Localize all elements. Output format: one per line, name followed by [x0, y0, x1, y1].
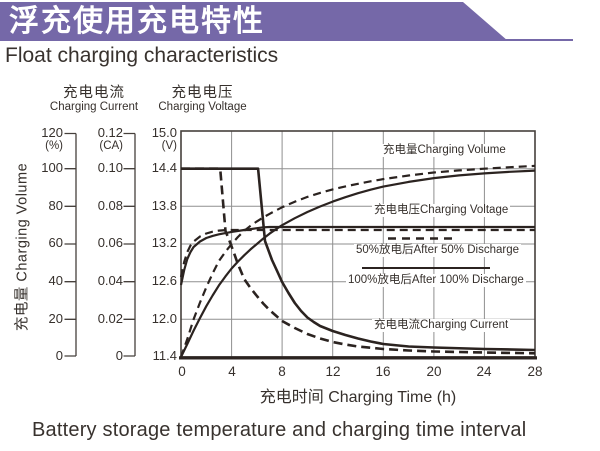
- banner-accent-line: [505, 38, 573, 41]
- page-title-zh: 浮充使用充电特性: [9, 5, 265, 38]
- volume-tick: 80: [48, 198, 63, 213]
- volume-50pct-curve: [179, 164, 536, 358]
- current-100pct-curve: [181, 167, 536, 352]
- x-tick: 0: [178, 364, 186, 379]
- bottom-caption: Battery storage temperature and charging…: [32, 419, 527, 441]
- x-tick: 20: [426, 364, 442, 379]
- volume-tick: 60: [48, 235, 63, 250]
- x-tick: 16: [375, 364, 391, 379]
- current-tick: 0.02: [97, 311, 123, 326]
- current-tick: 0.10: [97, 160, 123, 175]
- current-tick: 0.06: [97, 235, 123, 250]
- voltage-axis-title-en: Charging Voltage: [158, 101, 247, 114]
- volume-tick: 20: [48, 311, 63, 326]
- voltage-tick: 13.8: [151, 198, 177, 213]
- voltage-tick: 15.0: [151, 125, 177, 140]
- x-tick: 28: [527, 364, 543, 379]
- voltage-axis-title-zh: 充电电压: [171, 85, 234, 101]
- voltage-tick: 12.6: [151, 273, 177, 288]
- volume-tick: 120: [41, 125, 63, 140]
- x-tick: 4: [228, 364, 236, 379]
- voltage-tick: 13.2: [151, 235, 177, 250]
- header-banner: 浮充使用充电特性: [0, 2, 508, 41]
- annotation-after-100-discharge: 100%放电后After 100% Discharge: [346, 274, 526, 287]
- volume-axis-bracket: [64, 132, 77, 357]
- annotation-charging-voltage: 充电电压Charging Voltage: [372, 204, 511, 217]
- volume-tick: 100: [41, 160, 63, 175]
- voltage-unit: (V): [161, 140, 177, 152]
- page-title-en: Float charging characteristics: [5, 44, 279, 67]
- voltage-tick: 14.4: [151, 160, 177, 175]
- current-tick: 0.08: [97, 198, 123, 213]
- annotation-after-50-discharge: 50%放电后After 50% Discharge: [354, 244, 521, 257]
- current-axis-title-en: Charging Current: [49, 101, 139, 114]
- x-tick: 12: [325, 364, 341, 379]
- voltage-tick: 11.4: [152, 348, 177, 363]
- voltage-axis-header: 充电电压 Charging Voltage: [140, 85, 265, 114]
- x-axis-label: 充电时间 Charging Time (h): [259, 389, 457, 406]
- annotation-charging-volume: 充电量Charging Volume: [381, 144, 508, 157]
- voltage-100pct-curve: [179, 225, 535, 286]
- current-unit: (CA): [99, 140, 123, 152]
- volume-unit: (%): [45, 140, 63, 152]
- current-tick: 0: [115, 348, 123, 363]
- volume-tick: 0: [55, 348, 63, 363]
- x-tick: 8: [278, 364, 286, 379]
- current-axis-title-zh: 充电电流: [63, 85, 125, 101]
- volume-tick: 40: [48, 273, 63, 288]
- x-tick: 24: [476, 364, 492, 379]
- current-tick: 0.12: [97, 125, 123, 140]
- current-tick: 0.04: [97, 273, 123, 288]
- current-axis-bracket: [123, 132, 136, 357]
- voltage-tick: 12.0: [151, 311, 177, 326]
- annotation-charging-current: 充电电流Charging Current: [372, 319, 511, 332]
- current-axis-header: 充电电流 Charging Current: [38, 85, 150, 114]
